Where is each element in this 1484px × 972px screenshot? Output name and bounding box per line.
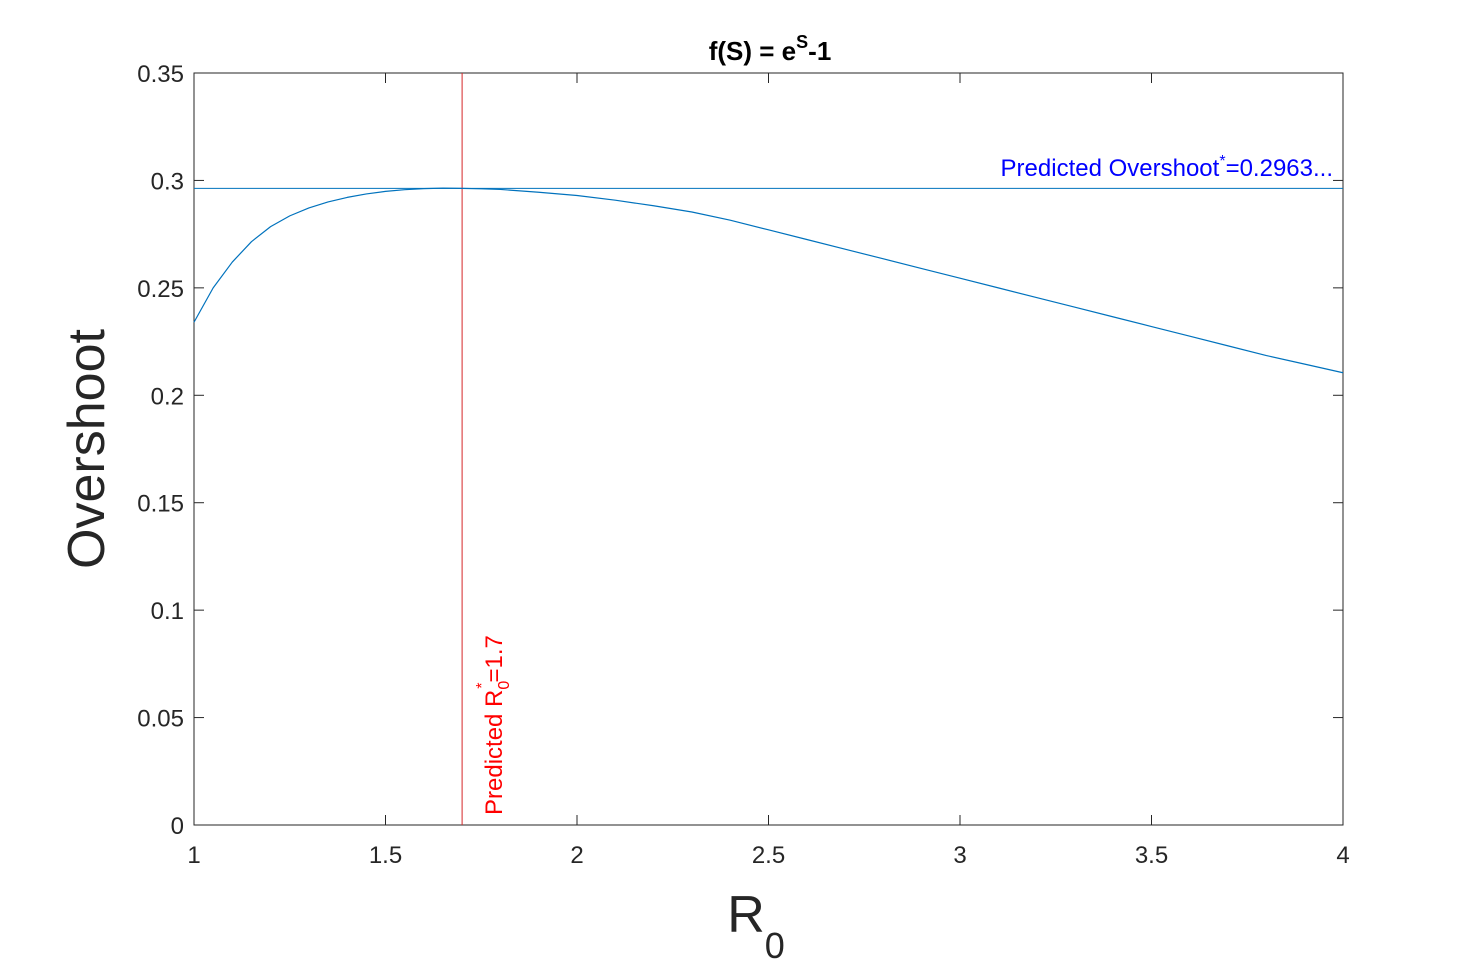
r0-annotation-suffix: =1.7 [481,635,508,682]
overshoot-annotation-suffix: =0.2963... [1226,155,1333,182]
y-tick-label: 0.3 [151,168,184,195]
x-axis-ticks: 1 1.5 2 2.5 3 3.5 4 [187,73,1350,869]
plot-area-frame [193,72,1344,826]
overshoot-annotation: Predicted Overshoot*=0.2963... [1001,153,1333,182]
y-tick-label: 0.2 [151,383,184,410]
chart-title: f(S) = eS-1 [709,32,832,66]
r0-annotation-star: * [474,682,491,688]
x-tick-label: 1.5 [369,842,402,869]
series-layer [193,187,1344,374]
x-tick-label: 3 [953,842,966,869]
y-axis-ticks: 0 0.05 0.1 0.15 0.2 0.25 0.3 0.35 [137,61,1343,840]
r0-annotation-prefix: Predicted R [481,690,508,815]
y-tick-label: 0.05 [137,706,184,733]
y-tick-label: 0.15 [137,491,184,518]
reference-lines [194,73,1343,825]
x-axis-label-subscript: 0 [765,925,785,966]
x-axis-label-main: R [727,886,765,944]
overshoot-annotation-star: * [1219,153,1225,170]
y-tick-label: 0 [171,813,184,840]
chart-title-prefix: f(S) = e [709,36,796,66]
x-tick-label: 4 [1336,842,1349,869]
chart-title-superscript: S [796,32,808,52]
x-tick-label: 2.5 [752,842,785,869]
x-tick-label: 3.5 [1135,842,1168,869]
r0-annotation-subscript: 0 [496,681,513,690]
y-tick-label: 0.1 [151,598,184,625]
y-tick-label: 0.25 [137,276,184,303]
y-axis-label: Overshoot [58,329,116,569]
overshoot-curve [193,187,1344,374]
x-tick-label: 2 [570,842,583,869]
r0-annotation: Predicted R0 *=1.7 [474,635,513,815]
y-tick-label: 0.35 [137,61,184,88]
overshoot-annotation-prefix: Predicted Overshoot [1001,155,1220,182]
x-axis-label: R0 [727,886,785,966]
x-tick-label: 1 [187,842,200,869]
chart-title-suffix: -1 [808,36,831,66]
